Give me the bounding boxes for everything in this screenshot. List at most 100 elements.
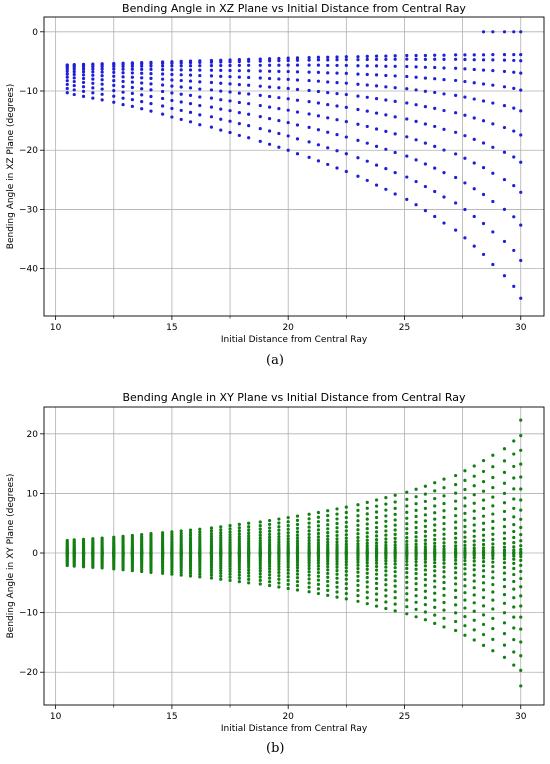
data-point: [286, 527, 290, 531]
chart-a: 10 15 20 25 30 0 −10 −20 −30 −40 Bending Angle in …: [6, 2, 545, 345]
data-point: [519, 434, 523, 438]
data-point: [405, 586, 409, 590]
data-point: [463, 633, 467, 637]
data-point: [384, 524, 388, 528]
data-point: [170, 537, 174, 541]
data-point: [91, 91, 95, 95]
data-point: [442, 527, 446, 531]
data-point: [512, 650, 516, 654]
data-point: [519, 88, 523, 92]
data-point: [365, 596, 369, 600]
data-point: [326, 518, 330, 522]
data-point: [519, 160, 523, 164]
data-point: [356, 503, 360, 507]
data-point: [414, 567, 418, 571]
data-point: [81, 94, 86, 98]
data-point: [384, 54, 388, 58]
data-point: [228, 569, 232, 573]
data-point: [365, 178, 369, 183]
data-point: [384, 57, 388, 62]
data-point: [442, 561, 446, 565]
data-point: [433, 528, 437, 532]
data-point: [295, 526, 300, 530]
data-point: [472, 568, 476, 572]
data-point: [112, 89, 116, 93]
data-point: [286, 56, 290, 60]
data-point: [295, 563, 300, 567]
data-point: [326, 63, 330, 68]
data-point: [454, 531, 458, 535]
data-point: [442, 558, 446, 562]
data-point: [356, 64, 360, 68]
data-point: [423, 534, 427, 538]
data-point: [491, 532, 495, 536]
data-point: [161, 64, 165, 68]
data-point: [393, 579, 397, 583]
data-point: [316, 58, 321, 62]
data-point: [472, 579, 476, 583]
data-point: [335, 517, 339, 521]
data-point: [307, 512, 311, 516]
data-point: [519, 517, 523, 521]
data-point: [267, 94, 272, 99]
data-point: [209, 96, 214, 100]
data-point: [393, 512, 397, 516]
data-point: [267, 561, 272, 566]
data-point: [423, 578, 427, 582]
data-point: [405, 490, 409, 494]
data-point: [100, 64, 104, 69]
data-point: [374, 183, 379, 187]
data-point: [277, 77, 281, 81]
data-point: [344, 533, 348, 537]
data-point: [316, 70, 321, 74]
data-point: [209, 576, 214, 580]
data-point: [423, 610, 427, 614]
data-point: [481, 569, 486, 573]
data-point: [316, 114, 321, 118]
data-point: [481, 506, 486, 511]
data-point: [286, 534, 290, 538]
data-point: [277, 542, 281, 547]
data-point: [286, 515, 290, 520]
chart-title: Bending Angle in XY Plane vs Initial Dis…: [122, 391, 466, 404]
data-point: [423, 519, 427, 523]
data-point: [237, 573, 241, 577]
data-point: [258, 139, 262, 143]
data-point: [91, 77, 95, 81]
data-point: [433, 523, 437, 527]
data-point: [237, 122, 241, 126]
data-point: [512, 452, 516, 456]
data-point: [316, 574, 321, 578]
data-point: [295, 98, 300, 102]
x-tick-label: 10: [50, 712, 62, 722]
data-point: [91, 65, 95, 69]
data-point: [393, 562, 397, 566]
data-point: [414, 542, 418, 546]
data-point: [344, 81, 348, 85]
data-point: [72, 72, 76, 77]
data-point: [316, 543, 321, 547]
data-point: [198, 535, 202, 539]
data-point: [491, 171, 495, 175]
data-point: [179, 108, 183, 113]
data-point: [198, 87, 202, 91]
data-point: [179, 85, 183, 89]
data-point: [519, 550, 523, 554]
data-point: [365, 527, 369, 531]
data-point: [344, 597, 348, 601]
data-point: [209, 537, 214, 541]
data-point: [384, 73, 388, 78]
data-point: [267, 564, 272, 568]
data-point: [414, 557, 418, 561]
data-point: [267, 117, 272, 121]
data-point: [374, 561, 379, 565]
data-point: [442, 92, 446, 96]
data-point: [295, 110, 300, 114]
data-point: [237, 59, 241, 64]
data-point: [481, 99, 486, 103]
data-point: [237, 111, 241, 115]
data-point: [277, 585, 281, 589]
data-point: [198, 527, 202, 531]
data-point: [219, 533, 223, 538]
data-point: [512, 464, 516, 469]
